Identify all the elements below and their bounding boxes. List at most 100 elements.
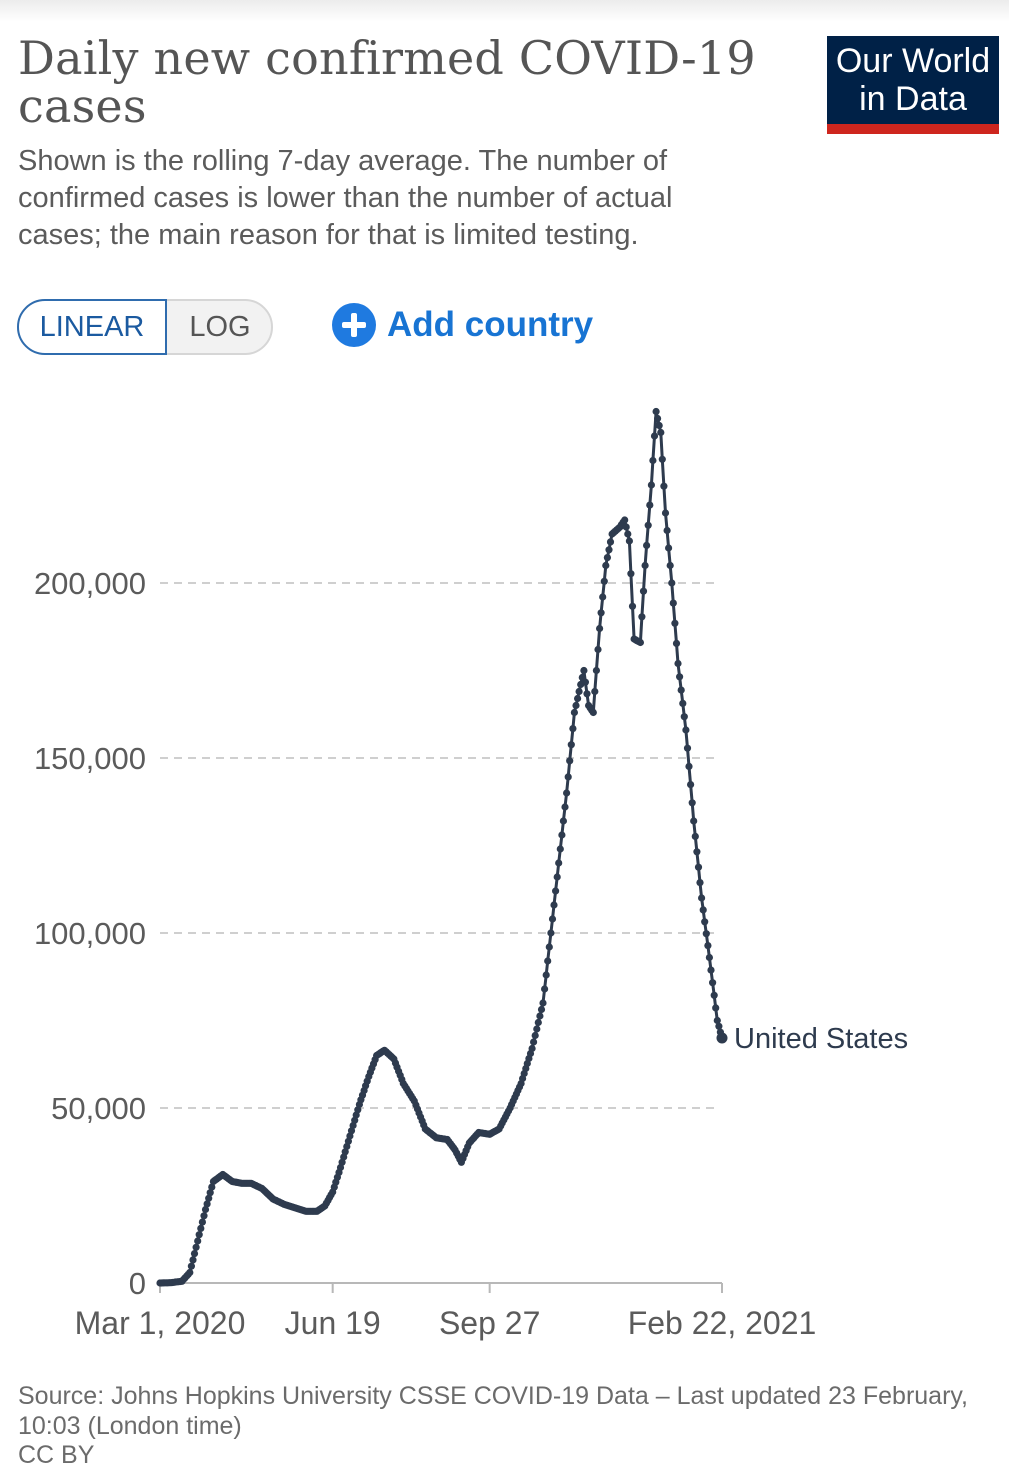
data-point	[661, 509, 670, 517]
data-point	[621, 516, 629, 524]
plus-circle-icon	[332, 303, 376, 347]
data-point	[668, 579, 676, 587]
log-scale-button[interactable]: LOG	[189, 311, 251, 343]
data-point	[649, 456, 657, 465]
data-point	[712, 1004, 720, 1012]
data-point	[655, 421, 663, 430]
data-point	[574, 694, 582, 703]
data-point	[694, 863, 703, 871]
data-point	[528, 1044, 536, 1053]
data-point	[666, 561, 674, 570]
x-tick-label: Sep 27	[439, 1305, 540, 1341]
series-end-marker	[716, 1032, 728, 1044]
data-point	[657, 428, 665, 437]
data-point	[698, 894, 706, 902]
data-point	[558, 831, 566, 839]
logo-line-2: in Data	[859, 80, 967, 118]
data-point	[644, 521, 652, 529]
data-point	[539, 999, 547, 1007]
data-point	[537, 1005, 546, 1014]
logo-line-1: Our World	[835, 42, 991, 80]
data-point	[625, 537, 634, 545]
data-point	[581, 678, 590, 686]
data-point	[580, 666, 588, 675]
data-point	[701, 918, 709, 926]
data-point	[592, 666, 601, 675]
data-point	[627, 570, 635, 578]
data-point	[654, 414, 662, 423]
data-point	[203, 1200, 211, 1208]
line-chart: 0 50,000 100,000 150,000 200,000 Mar 1, 2020 J…	[34, 407, 908, 1341]
data-point	[710, 991, 718, 999]
data-point	[599, 593, 607, 601]
data-point	[691, 832, 699, 841]
source-note: Source: Johns Hopkins University CSSE CO…	[18, 1382, 968, 1440]
data-point	[544, 957, 552, 965]
data-point	[665, 544, 673, 552]
data-point	[652, 407, 660, 416]
data-point	[690, 817, 698, 825]
data-point	[646, 501, 654, 509]
data-point	[636, 638, 645, 647]
data-point	[699, 906, 707, 914]
data-point	[570, 708, 579, 717]
y-tick-label: 50,000	[51, 1091, 146, 1126]
y-tick-label: 200,000	[34, 566, 146, 601]
data-point	[197, 1224, 205, 1232]
data-point	[606, 538, 615, 546]
data-point	[189, 1256, 197, 1264]
data-point	[671, 619, 679, 627]
data-point	[201, 1205, 210, 1214]
data-point	[688, 799, 696, 807]
data-point	[660, 482, 668, 490]
data-point	[567, 741, 575, 749]
add-country-button[interactable]: Add country	[332, 300, 593, 350]
data-point	[569, 725, 577, 733]
data-point	[190, 1250, 199, 1258]
data-point	[541, 985, 549, 993]
data-point	[707, 966, 715, 974]
data-point	[605, 546, 613, 554]
data-point	[547, 929, 555, 937]
data-point	[682, 726, 690, 734]
add-country-label: Add country	[387, 305, 594, 344]
data-point	[663, 526, 671, 535]
data-point	[680, 713, 688, 721]
data-point	[704, 942, 712, 950]
data-point	[552, 887, 560, 895]
data-point	[622, 523, 630, 531]
data-point	[536, 1012, 544, 1020]
data-point	[594, 645, 602, 654]
data-point	[208, 1183, 216, 1191]
data-point	[200, 1212, 208, 1220]
data-point	[596, 624, 604, 633]
data-point	[575, 687, 583, 696]
data-point	[564, 773, 572, 781]
data-point	[206, 1189, 214, 1197]
data-point	[672, 639, 681, 648]
data-point	[550, 901, 558, 909]
data-point	[638, 613, 646, 621]
data-point	[676, 673, 684, 681]
series-line-united-states	[160, 410, 724, 1285]
data-point	[702, 930, 710, 938]
data-point	[561, 803, 569, 811]
data-point	[674, 659, 682, 668]
data-point	[198, 1218, 206, 1226]
chart-title: Daily new confirmed COVID-19 cases	[18, 31, 756, 133]
linear-scale-button[interactable]: LINEAR	[17, 299, 167, 355]
x-tick-label: Mar 1, 2020	[75, 1305, 246, 1341]
data-point	[194, 1237, 202, 1245]
data-point	[643, 541, 651, 550]
data-point	[677, 686, 685, 694]
data-point	[693, 848, 701, 856]
owid-logo[interactable]: Our World in Data	[827, 36, 999, 134]
y-tick-label: 100,000	[34, 916, 146, 951]
data-point	[603, 554, 612, 562]
data-point	[589, 708, 597, 717]
data-point	[650, 432, 659, 440]
x-tick-label: Feb 22, 2021	[628, 1305, 817, 1341]
data-point	[195, 1231, 203, 1239]
data-point	[628, 602, 637, 610]
data-point	[696, 879, 704, 887]
